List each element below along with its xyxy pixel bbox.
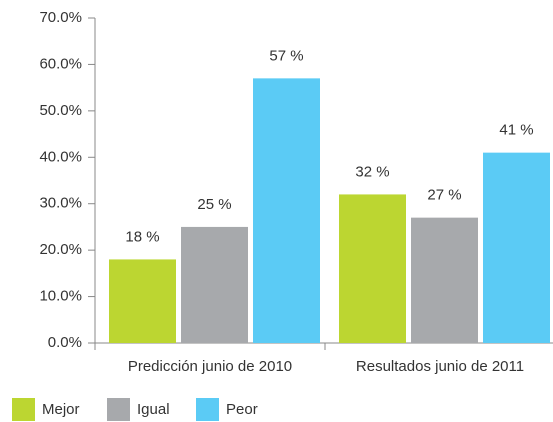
value-label: 41 % (499, 122, 533, 139)
bar (483, 152, 550, 343)
bar (109, 259, 176, 343)
legend-label: Mejor (42, 401, 80, 418)
y-tick-label: 50.0% (39, 102, 82, 119)
bar (411, 217, 478, 343)
y-tick-label: 70.0% (39, 9, 82, 26)
legend-label: Igual (137, 401, 170, 418)
y-tick-label: 60.0% (39, 55, 82, 72)
legend-swatch (107, 398, 130, 421)
y-tick-label: 0.0% (48, 334, 82, 351)
value-label: 27 % (427, 187, 461, 204)
y-tick-label: 40.0% (39, 148, 82, 165)
legend-label: Peor (226, 401, 258, 418)
bar (181, 226, 248, 343)
legend-swatch (196, 398, 219, 421)
bar (253, 78, 320, 343)
x-tick-label: Resultados junio de 2011 (356, 358, 524, 375)
y-tick-label: 30.0% (39, 195, 82, 212)
legend-swatch (12, 398, 35, 421)
bar (339, 194, 406, 343)
value-label: 18 % (125, 228, 159, 245)
value-label: 32 % (355, 163, 389, 180)
y-tick-label: 10.0% (39, 288, 82, 305)
y-tick-label: 20.0% (39, 241, 82, 258)
value-label: 57 % (269, 47, 303, 64)
value-label: 25 % (197, 196, 231, 213)
x-tick-label: Predicción junio de 2010 (128, 358, 292, 375)
